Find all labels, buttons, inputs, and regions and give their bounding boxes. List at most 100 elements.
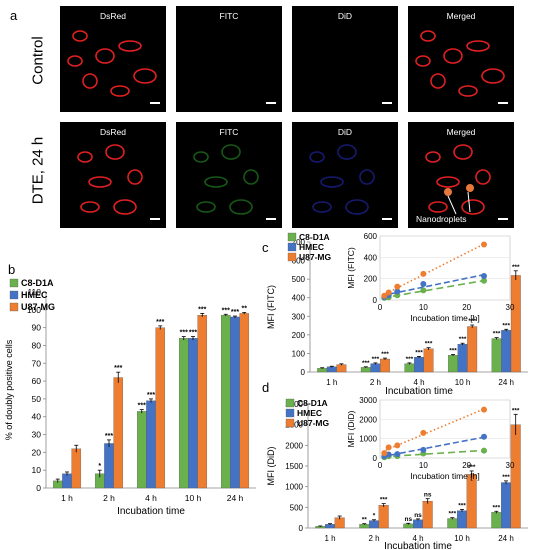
legend-label: U87-MG [299, 252, 332, 262]
cell-signal [229, 199, 253, 215]
significance-mark: *** [502, 322, 510, 329]
significance-mark: ** [362, 517, 368, 524]
inset-y-tick-label: 600 [364, 232, 378, 241]
inset-y-tick-label: 0 [373, 454, 378, 463]
y-axis-label: MFI (FITC) [266, 285, 276, 329]
bar-u87-mg [510, 424, 521, 529]
cell-signal [425, 151, 441, 163]
nanodroplets-label: Nanodroplets [416, 214, 467, 224]
cell-signal [475, 169, 491, 185]
scale-bar [498, 218, 508, 220]
y-tick-label: 300 [292, 312, 306, 321]
bar-c8-d1a [448, 355, 458, 373]
cell-signal [443, 48, 463, 64]
inset-point-hmec [420, 281, 427, 287]
cell-signal [461, 199, 485, 215]
channel-label: FITC [219, 127, 239, 137]
inset-point-c8-d1a [481, 447, 487, 454]
y-tick-label: 70 [32, 358, 42, 368]
row-label-dte-24h: DTE, 24 h [29, 136, 47, 205]
significance-mark: *** [198, 306, 206, 313]
y-tick-label: 2500 [285, 421, 303, 430]
bar-c8-d1a [136, 411, 147, 489]
inset-x-tick-label: 30 [506, 461, 515, 470]
x-tick-label: 10 h [454, 534, 470, 543]
chart-d-mfi-did: 0500100015002000250030001 h2 h******4 hn… [266, 396, 528, 550]
x-tick-label: 1 h [61, 493, 73, 503]
y-tick-label: 110 [27, 287, 41, 297]
legend-swatch [287, 232, 297, 242]
significance-mark: *** [468, 464, 476, 471]
x-tick-label: 2 h [368, 534, 379, 543]
bar-c8-d1a [178, 338, 189, 489]
inset-frame [379, 235, 511, 301]
legend-swatch [9, 302, 19, 312]
legend-swatch [285, 408, 295, 418]
y-tick-label: 700 [292, 238, 306, 247]
inset-trend-line [382, 273, 485, 297]
bar-hmec [370, 363, 381, 373]
cell-signal [67, 55, 83, 67]
significance-mark: *** [147, 392, 155, 399]
inset-y-tick-label: 200 [364, 275, 378, 284]
cell-signal [221, 144, 241, 160]
inset-point-c8-d1a [420, 287, 427, 294]
significance-mark: *** [114, 365, 122, 372]
inset-y-tick-label: 0 [373, 296, 378, 305]
legend-label: HMEC [299, 242, 324, 252]
inset-x-tick-label: 20 [462, 461, 471, 470]
x-tick-label: 24 h [227, 493, 244, 503]
legend-label: C8-D1A [299, 232, 330, 242]
x-tick-label: 2 h [103, 493, 115, 503]
bar-hmec [188, 338, 198, 489]
bar-hmec [146, 400, 156, 489]
scale-bar [266, 218, 276, 220]
scale-bar [150, 102, 160, 104]
significance-mark: *** [425, 341, 433, 348]
y-tick-label: 2000 [285, 441, 303, 450]
significance-mark: *** [180, 330, 188, 337]
x-tick-label: 24 h [498, 378, 514, 387]
y-tick-label: 20 [32, 447, 42, 457]
bar-hmec [369, 520, 379, 529]
y-tick-label: 500 [290, 503, 304, 512]
inset-trend-line [381, 243, 485, 297]
bar-u87-mg [71, 448, 82, 489]
y-tick-label: 40 [32, 412, 42, 422]
cell-signal [113, 199, 137, 215]
inset-y-axis-label: MFI (FITC) [346, 247, 356, 289]
inset-y-tick-label: 1000 [359, 435, 377, 444]
inset-point-u87-mg [385, 444, 392, 451]
cell-signal [77, 151, 93, 163]
micrograph-control-merged: Merged [408, 6, 514, 112]
bar-u87-mg [239, 313, 250, 489]
bar-c8-d1a [360, 367, 371, 373]
legend-swatch [9, 278, 19, 288]
scale-bar [150, 218, 160, 220]
y-tick-label: 60 [32, 376, 42, 386]
inset-y-tick-label: 3000 [359, 396, 377, 405]
cell-signal [204, 176, 228, 188]
inset-point-hmec [420, 446, 427, 453]
inset-point-u87-mg [420, 429, 427, 436]
significance-mark: *** [415, 349, 423, 356]
significance-mark: *** [502, 474, 510, 481]
cell-signal [428, 201, 448, 213]
cell-signal [466, 40, 490, 52]
inset-x-tick-label: 30 [506, 303, 515, 312]
significance-mark: *** [105, 433, 113, 440]
significance-mark: ns [424, 492, 432, 499]
channel-label: DsRed [100, 127, 126, 137]
y-tick-label: 200 [292, 331, 306, 340]
cell-signal [243, 169, 259, 185]
y-tick-label: 3000 [285, 400, 303, 409]
significance-mark: *** [459, 336, 467, 343]
significance-mark: *** [512, 407, 520, 414]
scale-bar [382, 218, 392, 220]
channel-label: Merged [446, 11, 476, 21]
bar-u87-mg [422, 500, 433, 529]
significance-mark: *** [138, 403, 146, 410]
scale-bar [266, 102, 276, 104]
cell-signal [72, 30, 88, 42]
significance-mark: *** [372, 356, 380, 363]
